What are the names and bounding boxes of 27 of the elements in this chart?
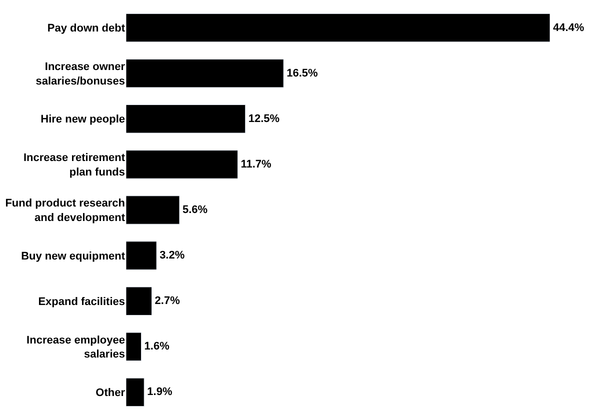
data-label: 5.6% bbox=[182, 204, 208, 216]
bar bbox=[126, 104, 246, 134]
data-label: 2.7% bbox=[154, 295, 180, 308]
y-tick-label: Other bbox=[96, 387, 126, 400]
bar bbox=[126, 378, 144, 407]
data-label: 16.5% bbox=[286, 67, 318, 80]
y-tick-label: Increase owner salaries/bonuses bbox=[36, 61, 126, 88]
bar bbox=[126, 286, 152, 316]
y-tick-label: Increase retirement plan funds bbox=[24, 152, 126, 178]
data-label: 1.9% bbox=[147, 386, 172, 398]
data-label: 44.4% bbox=[553, 22, 584, 34]
bar bbox=[126, 241, 157, 270]
y-tick-label: Expand facilities bbox=[38, 296, 125, 308]
data-label: 1.6% bbox=[144, 340, 170, 353]
bar bbox=[126, 196, 180, 224]
y-tick-label: Increase employee salaries bbox=[26, 334, 125, 361]
data-label: 12.5% bbox=[248, 112, 280, 125]
y-tick-label: Fund product research and development bbox=[5, 198, 126, 224]
bar bbox=[126, 150, 238, 179]
y-tick-label: Pay down debt bbox=[47, 22, 126, 35]
bar bbox=[126, 13, 550, 42]
y-tick-label: Buy new equipment bbox=[21, 250, 126, 262]
data-label: 3.2% bbox=[160, 250, 185, 262]
bar bbox=[126, 332, 142, 362]
y-tick-label: Hire new people bbox=[40, 114, 125, 126]
bar bbox=[126, 58, 284, 88]
data-label: 11.7% bbox=[240, 158, 272, 170]
